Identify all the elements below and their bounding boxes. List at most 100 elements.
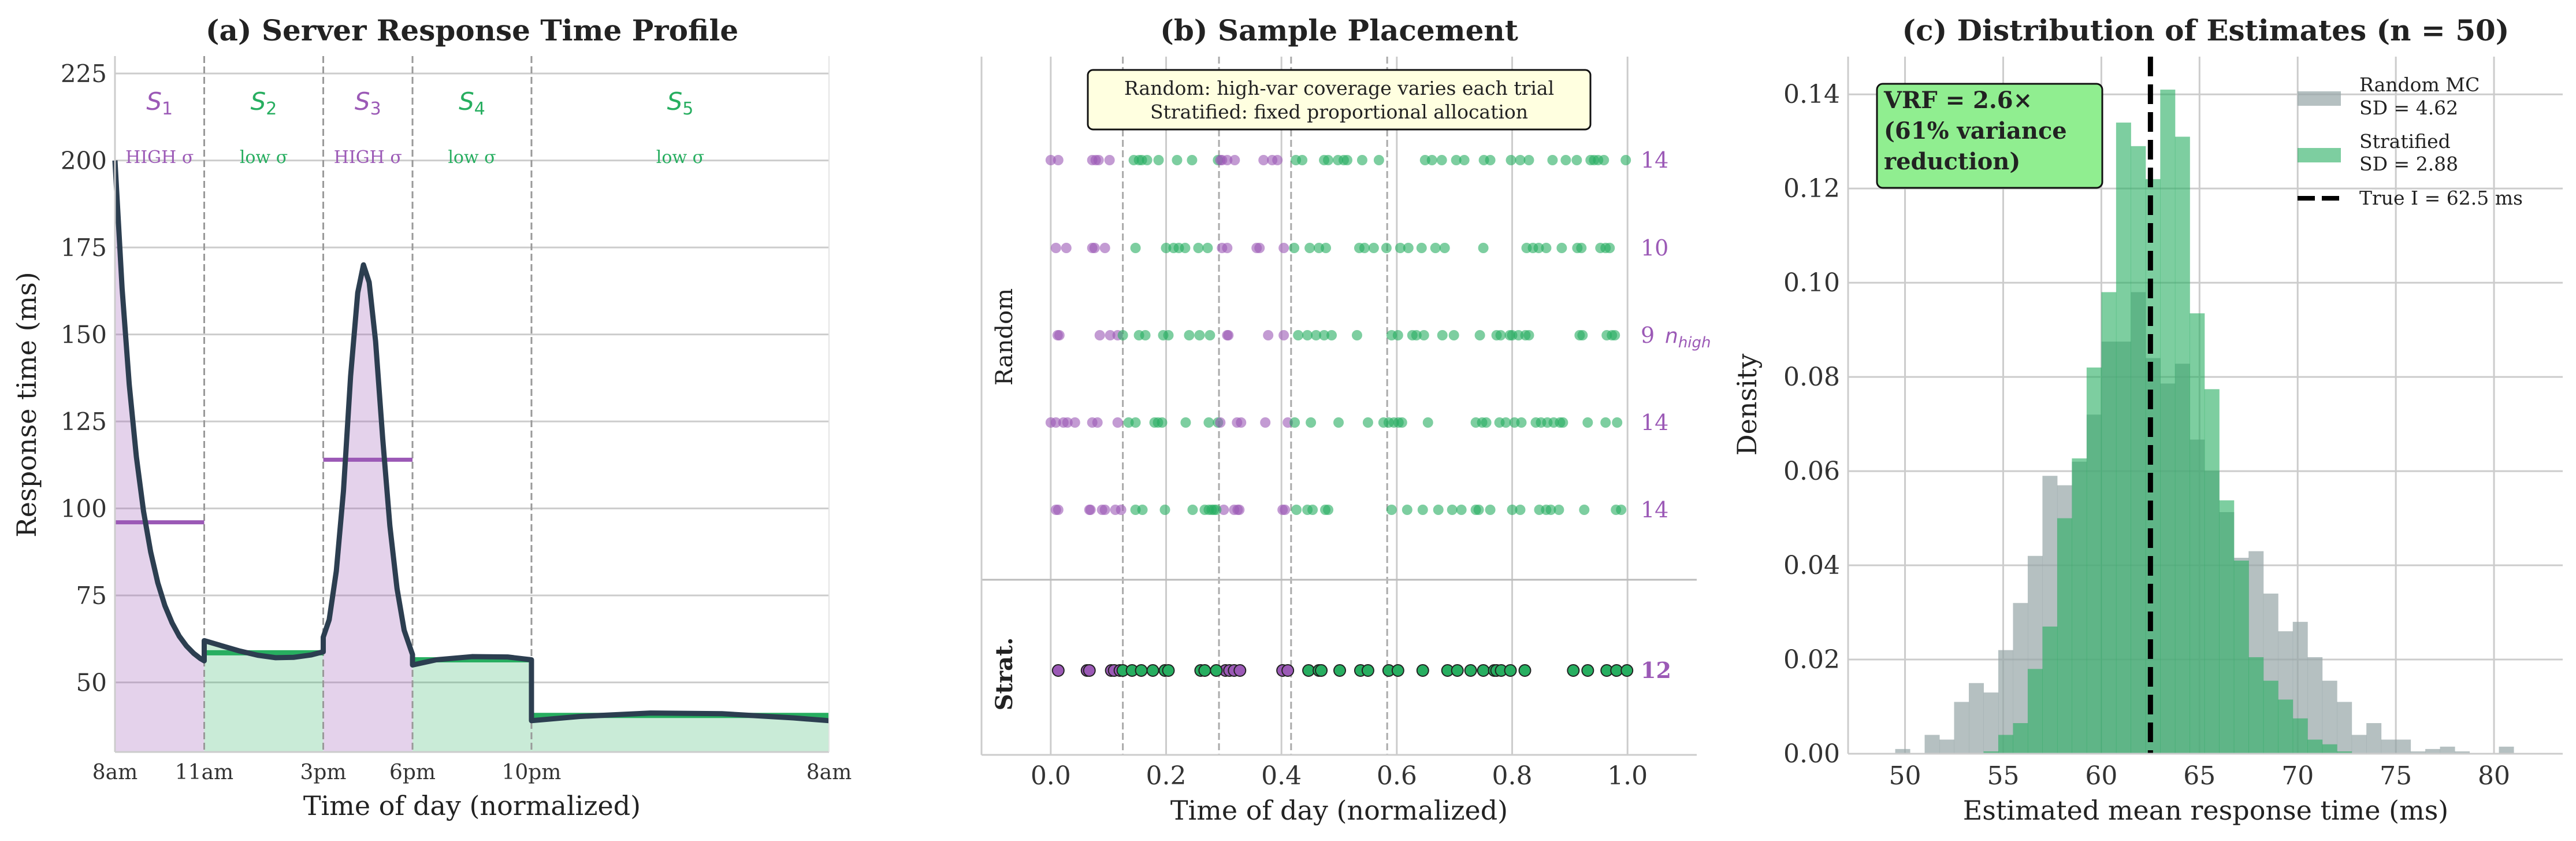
- high-variance-sample-point: [1215, 417, 1226, 428]
- low-variance-sample-point: [1416, 664, 1429, 677]
- low-variance-sample-point: [1433, 505, 1444, 515]
- histogram-bar: [2101, 292, 2117, 754]
- x-tick-label: 65: [2183, 761, 2216, 791]
- y-tick-label: 0.08: [1783, 362, 1840, 392]
- x-tick-label: 60: [2085, 761, 2117, 791]
- y-tick-label: 0.14: [1783, 80, 1840, 109]
- histogram-bar: [2278, 699, 2294, 754]
- y-tick-label: 0.06: [1783, 457, 1840, 486]
- low-variance-sample-point: [1146, 664, 1159, 677]
- low-variance-sample-point: [1620, 664, 1634, 677]
- low-variance-sample-point: [1577, 330, 1588, 340]
- high-variance-sample-point: [1229, 155, 1240, 165]
- stratified-group-label: Strat.: [991, 638, 1018, 711]
- low-variance-sample-point: [1456, 505, 1467, 515]
- low-variance-sample-point: [1306, 417, 1317, 428]
- annotation-line-stratified: Stratified: fixed proportional allocatio…: [1150, 101, 1528, 123]
- high-variance-sample-point: [1062, 417, 1073, 428]
- vrf-line-3: reduction): [1884, 148, 2020, 175]
- histogram-bar: [1983, 692, 1999, 754]
- x-tick-label: 0.8: [1492, 761, 1533, 791]
- y-tick-label: 75: [76, 581, 107, 610]
- low-variance-sample-point: [1293, 330, 1304, 340]
- stratum-label-subscript: 2: [266, 99, 277, 119]
- n-high-count: 9: [1641, 323, 1655, 348]
- panel-a-title: (a) Server Response Time Profile: [206, 13, 738, 47]
- low-variance-sample-point: [1153, 155, 1164, 165]
- histogram-bar: [2248, 657, 2264, 754]
- low-variance-sample-point: [1553, 505, 1564, 515]
- y-tick-label: 225: [61, 60, 107, 88]
- legend: Random MC SD = 4.62 Stratified SD = 2.88…: [2298, 73, 2523, 209]
- histogram-bar: [1939, 739, 1955, 754]
- high-variance-sample-point: [1094, 330, 1105, 340]
- low-variance-sample-point: [1612, 417, 1623, 428]
- low-variance-sample-point: [1362, 417, 1373, 428]
- low-variance-sample-point: [1140, 330, 1151, 340]
- histogram-bar: [2072, 458, 2087, 754]
- histogram-bar: [2013, 723, 2028, 754]
- low-variance-sample-point: [1163, 330, 1174, 340]
- histogram-bar: [1983, 751, 1999, 754]
- histogram-bar: [2263, 680, 2278, 754]
- low-variance-sample-point: [1558, 417, 1568, 428]
- low-variance-sample-point: [1386, 505, 1397, 515]
- histogram-bar: [2351, 735, 2367, 754]
- panel-b-stratum-boundaries: [1122, 57, 1388, 755]
- low-variance-sample-point: [1187, 155, 1198, 165]
- low-variance-sample-point: [1422, 417, 1433, 428]
- panel-c-ylabel: Density: [1731, 354, 1763, 456]
- x-tick-label: 6pm: [389, 761, 436, 784]
- low-variance-sample-point: [1478, 243, 1489, 253]
- low-variance-sample-point: [1193, 243, 1204, 253]
- low-variance-sample-point: [1198, 664, 1211, 677]
- high-variance-sample-point: [1104, 155, 1115, 165]
- histogram-bar: [2042, 626, 2058, 754]
- high-variance-sample-point: [1093, 155, 1104, 165]
- stratum-fill-1: [115, 160, 205, 753]
- histogram-bar: [2410, 751, 2426, 754]
- high-variance-sample-point: [1045, 155, 1056, 165]
- low-variance-sample-point: [1323, 155, 1334, 165]
- histogram-bar: [1954, 702, 1969, 754]
- low-variance-sample-point: [1205, 330, 1215, 340]
- low-variance-sample-point: [1541, 243, 1552, 253]
- y-tick-label: 0.04: [1783, 551, 1840, 580]
- histogram-bar: [1924, 735, 1940, 754]
- histogram-bar: [2425, 749, 2441, 754]
- low-variance-sample-point: [1391, 664, 1404, 677]
- low-variance-sample-point: [1600, 417, 1611, 428]
- vrf-line-2: (61% variance: [1884, 117, 2067, 145]
- high-variance-sample-point: [1258, 155, 1269, 165]
- histogram-bar: [2322, 680, 2337, 754]
- histogram-bar: [1968, 683, 1984, 754]
- low-variance-sample-point: [1523, 155, 1534, 165]
- panel-c-histograms: [1895, 90, 2514, 754]
- response-time-curve: [112, 160, 830, 724]
- legend-stratified-name: Stratified: [2359, 130, 2451, 153]
- x-tick-label: 3pm: [300, 761, 346, 784]
- high-variance-sample-point: [1281, 664, 1295, 677]
- panel-a-strata-fills: [115, 160, 829, 753]
- histogram-bar: [2307, 739, 2323, 754]
- low-variance-sample-point: [1392, 330, 1403, 340]
- histogram-bar: [2131, 146, 2146, 754]
- low-variance-sample-point: [1326, 330, 1337, 340]
- low-variance-sample-point: [1159, 505, 1170, 515]
- low-variance-sample-point: [1437, 330, 1448, 340]
- low-variance-sample-point: [1576, 243, 1587, 253]
- low-variance-sample-point: [1439, 243, 1450, 253]
- histogram-bar: [2396, 739, 2411, 754]
- histogram-bar: [1895, 749, 1910, 754]
- low-variance-sample-point: [1161, 243, 1172, 253]
- low-variance-sample-point: [1516, 417, 1527, 428]
- low-variance-sample-point: [1477, 664, 1490, 677]
- legend-random-sd: SD = 4.62: [2359, 97, 2458, 119]
- low-variance-sample-point: [1495, 330, 1506, 340]
- high-variance-sample-point: [1217, 155, 1228, 165]
- stratum-label: S5: [667, 87, 694, 119]
- low-variance-sample-point: [1426, 155, 1437, 165]
- legend-swatch-random: [2298, 91, 2341, 106]
- low-variance-sample-point: [1464, 664, 1477, 677]
